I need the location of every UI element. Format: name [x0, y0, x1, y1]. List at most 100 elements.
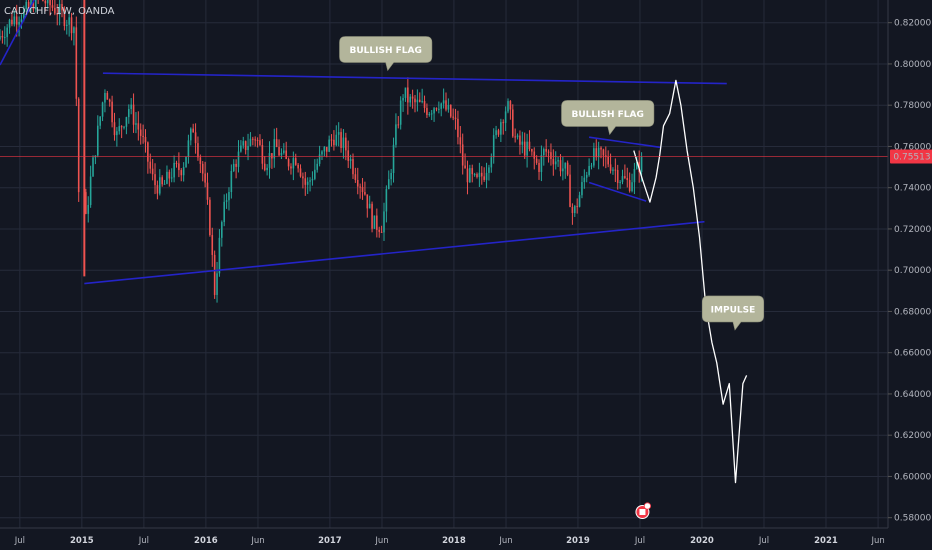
candle-body — [528, 141, 531, 150]
candle — [61, 0, 63, 18]
price-tick-label: 0.66000 — [894, 349, 931, 359]
candle-body — [216, 273, 218, 295]
candle-body — [566, 162, 569, 175]
candle — [628, 172, 631, 193]
candle — [387, 170, 390, 190]
candle-body — [178, 163, 180, 171]
candle — [120, 125, 123, 139]
candle-body — [576, 206, 578, 208]
candle-body — [139, 129, 142, 136]
candle — [77, 97, 80, 202]
candle — [15, 4, 18, 37]
callout-bubble[interactable]: BULLISH FLAG — [561, 100, 655, 136]
candle — [373, 215, 376, 229]
candle-body — [61, 3, 63, 11]
time-tick-label: 2017 — [318, 536, 342, 546]
candle — [242, 136, 245, 149]
time-tick-label: Jul — [14, 536, 25, 546]
candle-body — [485, 172, 488, 180]
candle — [469, 164, 471, 183]
time-tick-label: 2015 — [70, 536, 94, 546]
candle-body — [104, 92, 106, 103]
candle — [11, 11, 13, 27]
price-tick-label: 0.80000 — [894, 60, 931, 70]
small-flag-top-line[interactable] — [588, 136, 662, 149]
candle-body — [285, 150, 288, 160]
candle — [104, 89, 106, 113]
candle-body — [454, 117, 457, 119]
candle-body — [368, 203, 371, 209]
candle — [235, 159, 237, 179]
candle — [404, 87, 407, 102]
candle-body — [23, 9, 25, 20]
candle-body — [452, 116, 454, 118]
candle — [156, 180, 159, 200]
candle — [170, 168, 173, 183]
candle — [402, 94, 404, 112]
early-uptrend-line[interactable] — [0, 0, 36, 66]
candle — [0, 29, 1, 41]
flag-top-line[interactable] — [102, 72, 727, 85]
candle-body — [20, 19, 23, 22]
candle-body — [426, 107, 428, 115]
candle — [96, 115, 99, 158]
candle-body — [509, 101, 512, 110]
candle — [194, 123, 197, 154]
candle — [125, 116, 128, 135]
candle-body — [211, 235, 214, 255]
small-flag-bottom-line[interactable] — [588, 181, 647, 202]
candle-series — [0, 0, 643, 303]
candle-body — [500, 122, 502, 135]
callout-bubble[interactable]: IMPULSE — [701, 295, 764, 331]
candle-body — [438, 108, 440, 110]
candle — [294, 153, 297, 166]
candle-body — [619, 181, 621, 183]
candle-body — [349, 159, 352, 161]
candle-body — [170, 177, 173, 179]
flag-bottom-line[interactable] — [84, 220, 705, 285]
candle — [275, 127, 278, 148]
candle-body — [223, 201, 225, 223]
time-tick-label: 2020 — [690, 536, 714, 546]
candle-body — [347, 150, 350, 161]
candle-body — [11, 19, 13, 25]
candle-body — [209, 199, 211, 236]
candle-body — [366, 194, 369, 209]
candle-body — [624, 176, 626, 179]
candle — [271, 153, 273, 169]
candle-body — [240, 145, 242, 152]
candle — [428, 111, 431, 117]
event-marker-icon[interactable] — [635, 502, 652, 519]
annotation-callouts[interactable]: BULLISH FLAG BULLISH FLAG IMPULSE — [339, 36, 764, 331]
candle-body — [490, 157, 493, 168]
candle — [273, 128, 276, 168]
candle — [223, 194, 225, 227]
candle — [132, 93, 135, 133]
projection-path[interactable] — [633, 79, 748, 484]
candle-body — [533, 151, 536, 159]
price-tick-label: 0.62000 — [894, 431, 931, 441]
price-axis[interactable]: 0.82000 0.80000 0.78000 0.76000 0.74000 0.720… — [887, 0, 932, 528]
candle-body — [190, 128, 192, 141]
candle-body — [559, 160, 562, 172]
candle — [330, 134, 333, 147]
price-projection[interactable] — [633, 79, 748, 484]
candle-body — [552, 158, 555, 165]
trendlines[interactable] — [0, 0, 727, 285]
candle — [51, 0, 54, 12]
candle — [113, 112, 116, 141]
price-tick-label: 0.76000 — [894, 142, 931, 152]
candle-body — [235, 163, 237, 167]
candle — [240, 140, 242, 153]
callout-shape — [701, 295, 764, 331]
candle — [63, 6, 66, 31]
candle-body — [290, 166, 292, 169]
candle-body — [127, 109, 130, 118]
callout-bubble[interactable]: BULLISH FLAG — [339, 36, 433, 72]
current-price-label: 0.75513 — [893, 153, 930, 163]
time-axis[interactable]: Jul 2015 Jul 2016 Jun 2017 Jun 2018 Jun 2019 Jul 20… — [0, 527, 888, 546]
candle — [290, 163, 292, 175]
time-tick-label: Jun — [250, 536, 264, 546]
candle — [547, 149, 550, 163]
